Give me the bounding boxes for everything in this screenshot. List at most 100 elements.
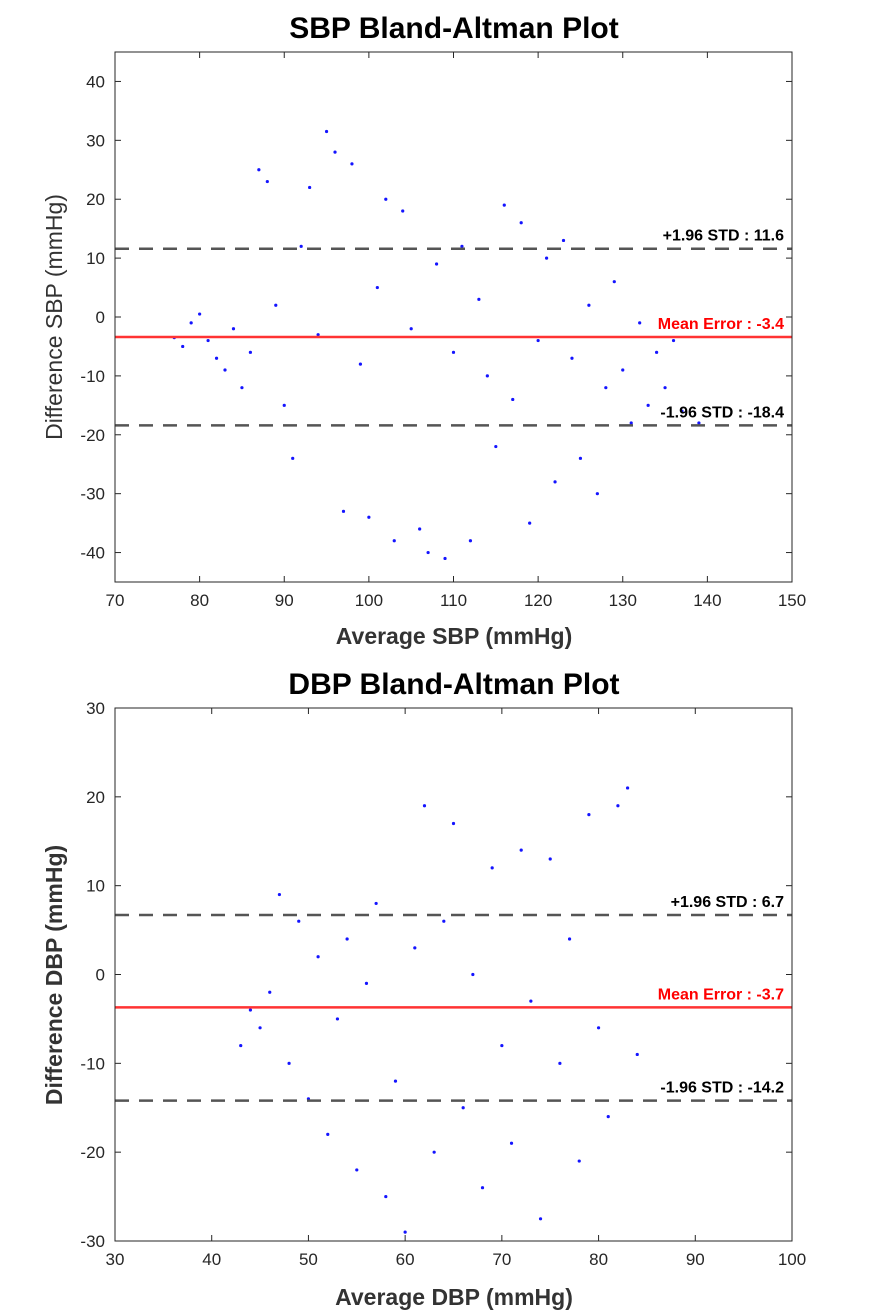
sbp-x-tick-label: 140	[693, 591, 721, 610]
dbp-y-tick-label: 0	[96, 966, 105, 985]
dbp-scatter-point	[606, 1115, 610, 1119]
dbp-scatter-point	[287, 1061, 291, 1065]
dbp-y-tick-label: -20	[80, 1143, 105, 1162]
sbp-scatter-point	[299, 244, 303, 248]
sbp-scatter-point	[451, 350, 456, 354]
sbp-scatter-point	[646, 403, 650, 407]
dbp-scatter-point	[258, 1026, 262, 1030]
sbp-scatter-point	[587, 303, 591, 307]
sbp-scatter-point	[612, 280, 616, 284]
dbp-scatter-point	[355, 1168, 359, 1172]
sbp-y-tick-label: 0	[96, 308, 105, 327]
dbp-scatter-point	[345, 937, 349, 941]
sbp-scatter-point	[282, 403, 286, 407]
sbp-scatter-point	[502, 203, 506, 207]
sbp-chart-title: SBP Bland-Altman Plot	[289, 12, 618, 45]
sbp-scatter-point	[392, 539, 396, 543]
sbp-scatter-point	[671, 338, 676, 343]
sbp-lower-limit-label: -1.96 STD : -18.4	[660, 404, 784, 421]
dbp-scatter-point	[625, 786, 630, 790]
dbp-mean-error-label: Mean Error : -3.7	[658, 986, 784, 1003]
sbp-scatter-point	[401, 209, 405, 213]
dbp-scatter-point	[403, 1230, 407, 1234]
dbp-y-tick-label: 20	[86, 788, 105, 807]
sbp-scatter-points	[172, 129, 701, 561]
sbp-mean-error-label: Mean Error : -3.4	[658, 316, 784, 333]
sbp-scatter-point	[350, 162, 354, 166]
dbp-panel: DBP Bland-Altman Plot +1.96 STD : 6.7 Me…	[41, 668, 806, 1310]
dbp-y-tick-label: -10	[80, 1054, 105, 1073]
dbp-x-tick-label: 40	[202, 1250, 221, 1269]
sbp-panel: SBP Bland-Altman Plot +1.96 STD : 11.6 M…	[41, 12, 806, 649]
sbp-scatter-point	[189, 321, 193, 325]
sbp-scatter-point	[409, 327, 413, 331]
dbp-plot-area	[115, 708, 792, 1241]
sbp-scatter-point	[443, 556, 447, 561]
sbp-scatter-point	[341, 509, 346, 513]
sbp-scatter-point	[274, 303, 278, 307]
sbp-scatter-point	[536, 338, 540, 343]
sbp-y-tick-label: -20	[80, 426, 105, 445]
sbp-scatter-point	[621, 368, 625, 372]
sbp-scatter-point	[561, 238, 566, 243]
sbp-scatter-point	[324, 129, 329, 134]
sbp-y-tick-label: 10	[86, 249, 105, 268]
dbp-scatter-point	[248, 1008, 252, 1012]
sbp-scatter-point	[553, 480, 557, 484]
dbp-scatter-point	[548, 857, 552, 861]
sbp-y-axis-label: Difference SBP (mmHg)	[41, 194, 67, 440]
dbp-x-axis-label: Average DBP (mmHg)	[335, 1284, 573, 1310]
dbp-scatter-point	[451, 821, 456, 826]
sbp-scatter-point	[494, 444, 498, 449]
sbp-y-tick-label: 20	[86, 190, 105, 209]
sbp-scatter-point	[697, 421, 701, 425]
sbp-y-tick-label: 30	[86, 131, 105, 150]
dbp-scatter-point	[490, 866, 494, 870]
sbp-scatter-point	[604, 386, 608, 390]
dbp-scatter-point	[268, 990, 272, 994]
sbp-scatter-point	[358, 362, 363, 366]
sbp-y-tick-label: -40	[80, 544, 105, 563]
sbp-upper-limit-label: +1.96 STD : 11.6	[663, 228, 785, 245]
dbp-scatter-point	[277, 892, 282, 897]
dbp-scatter-point	[364, 981, 369, 985]
dbp-x-tick-label: 100	[778, 1250, 806, 1269]
sbp-scatter-point	[265, 179, 269, 184]
sbp-x-axis-ticks: 70 80 90 100 110 120 130 140 150	[106, 52, 806, 610]
dbp-scatter-points	[239, 786, 639, 1234]
sbp-scatter-point	[240, 386, 244, 390]
sbp-scatter-point	[384, 197, 388, 201]
dbp-y-tick-label: -30	[80, 1232, 105, 1251]
sbp-scatter-point	[308, 185, 312, 190]
sbp-x-tick-label: 150	[778, 591, 806, 610]
sbp-scatter-point	[595, 492, 599, 496]
sbp-scatter-point	[418, 527, 422, 531]
dbp-scatter-point	[413, 946, 417, 950]
dbp-y-tick-label: 30	[86, 699, 105, 718]
dbp-x-axis-ticks: 30 40 50 60 70 80 90 100	[106, 708, 806, 1269]
sbp-scatter-point	[519, 221, 523, 225]
sbp-x-tick-label: 100	[355, 591, 383, 610]
dbp-scatter-point	[596, 1026, 601, 1030]
sbp-scatter-point	[367, 515, 371, 519]
dbp-scatter-point	[635, 1052, 639, 1057]
dbp-scatter-point	[538, 1217, 543, 1221]
dbp-x-tick-label: 80	[589, 1250, 608, 1269]
sbp-scatter-point	[206, 338, 210, 343]
dbp-scatter-point	[239, 1043, 243, 1048]
sbp-scatter-point	[181, 344, 185, 349]
dbp-x-tick-label: 60	[396, 1250, 415, 1269]
sbp-scatter-point	[663, 386, 667, 390]
sbp-scatter-point	[231, 327, 236, 331]
sbp-y-tick-label: 40	[86, 72, 105, 91]
sbp-x-tick-label: 130	[609, 591, 637, 610]
dbp-scatter-point	[500, 1043, 504, 1048]
dbp-x-tick-label: 90	[686, 1250, 705, 1269]
dbp-scatter-point	[471, 972, 475, 977]
sbp-x-tick-label: 110	[440, 591, 467, 610]
dbp-scatter-point	[587, 813, 591, 817]
sbp-plot-area	[115, 52, 792, 582]
dbp-scatter-point	[432, 1150, 436, 1154]
dbp-scatter-point	[558, 1061, 562, 1065]
